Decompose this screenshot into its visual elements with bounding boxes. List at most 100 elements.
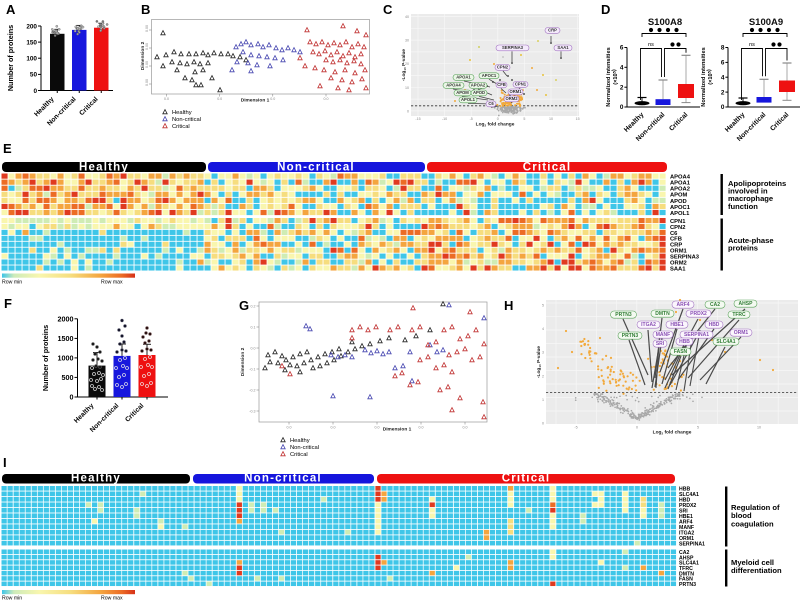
svg-text:Non-critical: Non-critical [172,117,201,123]
svg-text:PRTN3: PRTN3 [622,333,639,339]
svg-text:ORM1: ORM1 [679,536,694,542]
svg-text:HBE1: HBE1 [679,514,693,520]
svg-text:0: 0 [620,104,624,111]
svg-text:SERPINA3: SERPINA3 [670,255,700,261]
svg-text:APOA1: APOA1 [456,75,471,80]
svg-text:SAA1: SAA1 [670,266,686,272]
svg-text:APOA1: APOA1 [670,181,691,187]
svg-text:(×105): (×105) [707,69,715,85]
svg-text:30: 30 [405,39,409,43]
svg-text:APOC1: APOC1 [670,205,691,211]
svg-text:Number of proteins: Number of proteins [6,25,15,91]
svg-text:10: 10 [549,117,553,121]
svg-text:APOD: APOD [473,90,485,95]
svg-text:PRTN3: PRTN3 [679,582,696,588]
svg-text:-5: -5 [574,426,577,430]
svg-text:10: 10 [405,86,409,90]
svg-text:-5: -5 [470,117,473,121]
svg-text:500: 500 [62,373,74,382]
svg-text:Healthy: Healthy [290,438,310,444]
svg-text:PRTN3: PRTN3 [615,312,632,318]
svg-text:coagulation: coagulation [731,519,774,528]
svg-text:A: A [6,2,16,17]
svg-text:Myeloid cell: Myeloid cell [731,558,774,567]
svg-text:ns: ns [648,42,654,48]
svg-text:C6: C6 [670,231,678,237]
svg-text:0.0: 0.0 [375,426,380,430]
svg-text:ns: ns [749,42,755,48]
svg-text:F: F [4,296,12,311]
svg-text:SLC4A1: SLC4A1 [679,492,699,498]
svg-text:function: function [728,202,758,211]
svg-text:PRDX2: PRDX2 [690,311,707,317]
svg-text:Dimension 1: Dimension 1 [383,427,412,433]
svg-text:0: 0 [407,109,409,113]
svg-text:-0.3: -0.3 [249,410,255,414]
svg-text:40: 40 [405,15,409,19]
svg-text:ORM1: ORM1 [509,89,522,94]
svg-text:APOL1: APOL1 [461,97,476,102]
svg-text:TFRC: TFRC [732,312,746,318]
svg-text:Log2 fold change: Log2 fold change [653,430,692,436]
svg-text:APOA4: APOA4 [670,175,691,181]
svg-text:APOM: APOM [670,193,688,199]
svg-text:4: 4 [620,65,624,72]
svg-text:APOA2: APOA2 [471,83,486,88]
svg-text:ITGA2: ITGA2 [679,530,694,536]
svg-text:0.00: 0.00 [145,79,149,86]
svg-text:Critical: Critical [172,124,190,130]
svg-text:Critical: Critical [523,162,572,174]
svg-text:AHSP: AHSP [679,555,694,561]
svg-text:HBD: HBD [679,498,690,504]
svg-text:Regulation of: Regulation of [731,503,780,512]
svg-text:FASN: FASN [674,349,688,355]
svg-text:0.0: 0.0 [164,97,169,101]
svg-text:Non-critical: Non-critical [244,473,322,485]
svg-text:1000: 1000 [58,353,74,362]
svg-text:0.0: 0.0 [463,426,468,430]
svg-text:B: B [141,2,150,17]
svg-text:CFB: CFB [670,237,682,243]
svg-text:Apolipoproteins: Apolipoproteins [728,179,786,188]
svg-text:0: 0 [70,393,74,402]
svg-text:2: 2 [620,84,624,91]
svg-text:Row max: Row max [101,596,123,601]
svg-text:4: 4 [542,327,544,331]
svg-text:Non-critical: Non-critical [277,162,355,174]
svg-text:APOA4: APOA4 [446,83,461,88]
svg-text:ORM1: ORM1 [670,249,688,255]
svg-text:0.00: 0.00 [145,25,149,32]
svg-text:0: 0 [721,104,725,111]
svg-text:Log2 fold change: Log2 fold change [476,122,515,128]
svg-text:C: C [383,2,393,17]
svg-text:(×105): (×105) [612,69,620,85]
svg-text:-0.1: -0.1 [249,368,255,372]
svg-text:6: 6 [620,45,624,52]
svg-text:100: 100 [26,56,37,63]
svg-text:S100A9: S100A9 [749,17,783,28]
svg-text:ARF4: ARF4 [679,520,693,526]
svg-text:SRI: SRI [656,341,665,347]
svg-text:CPN1: CPN1 [670,219,686,225]
svg-text:CPN1: CPN1 [515,82,527,87]
svg-text:Dimension 1: Dimension 1 [241,98,270,104]
svg-text:SERPINA1: SERPINA1 [679,541,705,547]
svg-text:Dimension 2: Dimension 2 [240,347,246,376]
svg-text:0.0: 0.0 [287,426,292,430]
svg-text:0.0: 0.0 [251,347,256,351]
svg-text:2000: 2000 [58,314,74,323]
svg-text:Normalized intensities: Normalized intensities [606,47,612,106]
svg-text:HBB: HBB [679,339,690,345]
svg-text:CRP: CRP [548,28,557,33]
svg-text:SRI: SRI [679,509,688,515]
svg-text:blood: blood [731,511,752,520]
svg-text:0.1: 0.1 [251,326,256,330]
svg-text:CFB: CFB [497,82,506,87]
svg-text:6: 6 [721,60,725,67]
svg-text:TFRC: TFRC [679,566,693,572]
svg-text:SERPINA1: SERPINA1 [684,332,709,338]
svg-text:3: 3 [542,351,544,355]
svg-text:Normalized intensities: Normalized intensities [701,47,707,106]
svg-text:MANF: MANF [679,525,694,531]
svg-text:1500: 1500 [58,334,74,343]
